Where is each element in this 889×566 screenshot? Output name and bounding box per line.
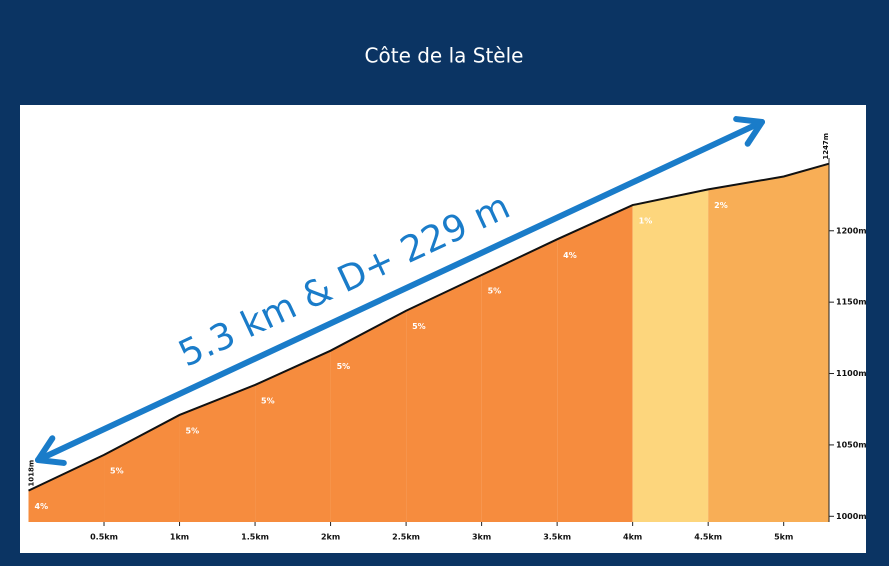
gradient-label: 1% xyxy=(639,217,653,226)
gradient-segment xyxy=(330,310,407,522)
x-tick-label: 3km xyxy=(472,533,491,542)
gradient-label: 5% xyxy=(488,287,502,296)
gradient-label: 4% xyxy=(35,502,49,511)
x-tick-label: 4.5km xyxy=(694,533,722,542)
gradient-label: 5% xyxy=(337,362,351,371)
start-label: 1018m xyxy=(28,460,36,487)
gradient-label: 5% xyxy=(110,466,124,475)
gradient-segment xyxy=(557,205,633,522)
gradient-segment xyxy=(406,275,482,522)
x-tick-label: 2km xyxy=(321,533,340,542)
x-tick-label: 1km xyxy=(170,533,189,542)
gradient-segment xyxy=(632,189,709,522)
arrow-shaft xyxy=(35,119,765,463)
gradient-segment xyxy=(708,163,829,523)
x-tick-label: 3.5km xyxy=(543,533,571,542)
gradient-label: 4% xyxy=(563,251,577,260)
y-tick-label: 1100m xyxy=(836,369,867,378)
y-tick-label: 1150m xyxy=(836,298,867,307)
gradient-label: 2% xyxy=(714,201,728,210)
y-tick-label: 1050m xyxy=(836,440,867,449)
x-tick-label: 1.5km xyxy=(241,533,269,542)
arrow-head xyxy=(35,435,67,466)
gradient-segment xyxy=(28,454,105,522)
gradient-segment xyxy=(104,414,180,522)
profile-line xyxy=(28,162,830,492)
x-tick-label: 4km xyxy=(623,533,642,542)
chart-title: Côte de la Stèle xyxy=(365,44,524,68)
y-tick-label: 1000m xyxy=(836,512,867,521)
x-tick-label: 5km xyxy=(774,533,793,542)
x-tick-label: 2.5km xyxy=(392,533,420,542)
y-tick-label: 1200m xyxy=(836,226,867,235)
x-tick-label: 0.5km xyxy=(90,533,118,542)
gradient-label: 5% xyxy=(412,322,426,331)
arrow-head xyxy=(733,116,765,147)
gradient-segment xyxy=(481,239,558,522)
plot: 4% 5% 5% 5% 5% 5% 5% 4% 1% 2% 0.5km 1km 1.5km 2km 2.5k… xyxy=(28,116,867,542)
gradient-segment xyxy=(179,384,256,522)
gradient-segment xyxy=(255,350,331,522)
gradient-label: 5% xyxy=(186,426,200,435)
gradient-label: 5% xyxy=(261,396,275,405)
end-label: 1247m xyxy=(822,133,830,160)
